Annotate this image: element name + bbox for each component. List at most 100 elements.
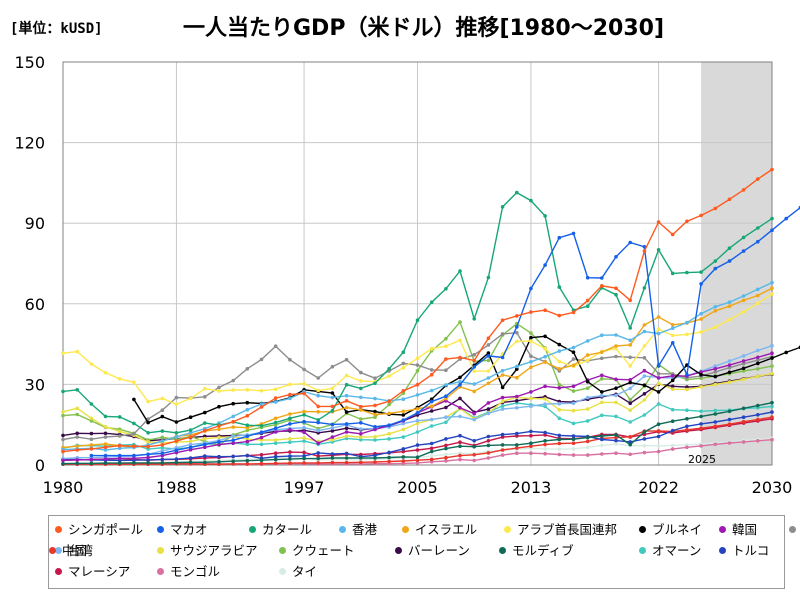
data-point [571, 441, 576, 446]
data-point [259, 453, 264, 457]
data-point [429, 417, 434, 422]
data-point [373, 403, 377, 408]
data-point [146, 440, 150, 444]
data-point [217, 427, 221, 432]
data-point [288, 357, 292, 362]
data-point [628, 386, 632, 391]
data-point [401, 418, 406, 422]
legend-marker [55, 568, 62, 575]
data-point [529, 339, 533, 343]
data-point [330, 408, 335, 413]
data-point [699, 414, 703, 419]
data-point [415, 411, 420, 415]
data-point [429, 404, 434, 409]
data-point [713, 370, 718, 374]
data-point [571, 408, 576, 413]
data-point [642, 323, 647, 327]
series-モルディブ [61, 400, 774, 466]
data-point [401, 427, 406, 432]
data-point [387, 455, 391, 460]
data-point [685, 270, 689, 275]
data-point [741, 415, 746, 420]
data-point [188, 428, 193, 432]
x-tick-label: 1988 [156, 478, 197, 497]
data-point [756, 367, 760, 371]
data-point [429, 388, 434, 393]
data-point [515, 331, 519, 335]
data-point [387, 411, 391, 416]
data-point [656, 402, 661, 406]
data-point [727, 317, 732, 322]
data-point [458, 396, 462, 401]
data-point [429, 457, 434, 462]
data-point [529, 390, 533, 394]
data-point [160, 457, 165, 462]
data-point [146, 461, 150, 465]
data-point [429, 300, 434, 305]
data-point [741, 369, 746, 373]
data-point [670, 387, 675, 392]
data-point [132, 380, 136, 385]
data-point [727, 300, 732, 305]
data-point [685, 445, 689, 450]
data-point [486, 401, 491, 405]
data-point [316, 376, 321, 380]
data-point [770, 371, 774, 376]
data-point [529, 451, 533, 456]
data-point [188, 431, 193, 435]
data-point [217, 460, 221, 464]
data-point [543, 402, 547, 406]
legend-item: トルコ [719, 543, 769, 559]
data-point [727, 409, 732, 414]
data-point [330, 435, 335, 439]
data-point [614, 386, 618, 391]
data-point [486, 336, 491, 341]
data-point [288, 382, 292, 387]
legend-label: カタール [262, 522, 313, 537]
data-point [741, 377, 746, 382]
data-point [188, 439, 193, 444]
data-point [571, 401, 576, 406]
legend-marker [339, 526, 346, 533]
data-point [330, 386, 335, 391]
data-point [529, 286, 533, 291]
data-point [727, 304, 732, 309]
data-point [387, 432, 391, 436]
data-point [670, 378, 675, 383]
data-point [103, 425, 108, 429]
data-point [642, 249, 647, 253]
data-point [585, 453, 590, 457]
data-point [103, 448, 108, 452]
x-tick-label: 2022 [638, 478, 679, 497]
data-point [344, 451, 349, 456]
legend-item: シンガポール [55, 522, 143, 538]
data-point [359, 404, 363, 409]
data-point [273, 416, 278, 421]
data-point [699, 270, 703, 274]
data-point [600, 434, 604, 438]
data-point [373, 438, 377, 442]
data-point [458, 433, 462, 438]
data-point [288, 450, 292, 454]
data-point [288, 436, 292, 441]
data-point [614, 346, 618, 351]
data-point [217, 404, 221, 409]
data-point [699, 311, 703, 316]
data-point [642, 392, 647, 396]
data-point [288, 416, 292, 421]
data-point [770, 415, 774, 420]
data-point [174, 439, 179, 443]
data-point [600, 400, 604, 405]
data-point [401, 389, 406, 393]
data-point [770, 364, 774, 368]
data-point [614, 393, 618, 398]
data-point [75, 458, 79, 462]
data-point [273, 344, 278, 349]
data-point [444, 357, 448, 361]
axis-labels: 0 30 60 90 120 150 1980 1988 1997 2005 2013 2022 203… [14, 53, 792, 497]
legend-marker [639, 547, 646, 554]
data-point [770, 167, 774, 172]
data-point [231, 425, 235, 429]
data-point [245, 425, 250, 430]
legend-item: 日本 [789, 522, 800, 538]
